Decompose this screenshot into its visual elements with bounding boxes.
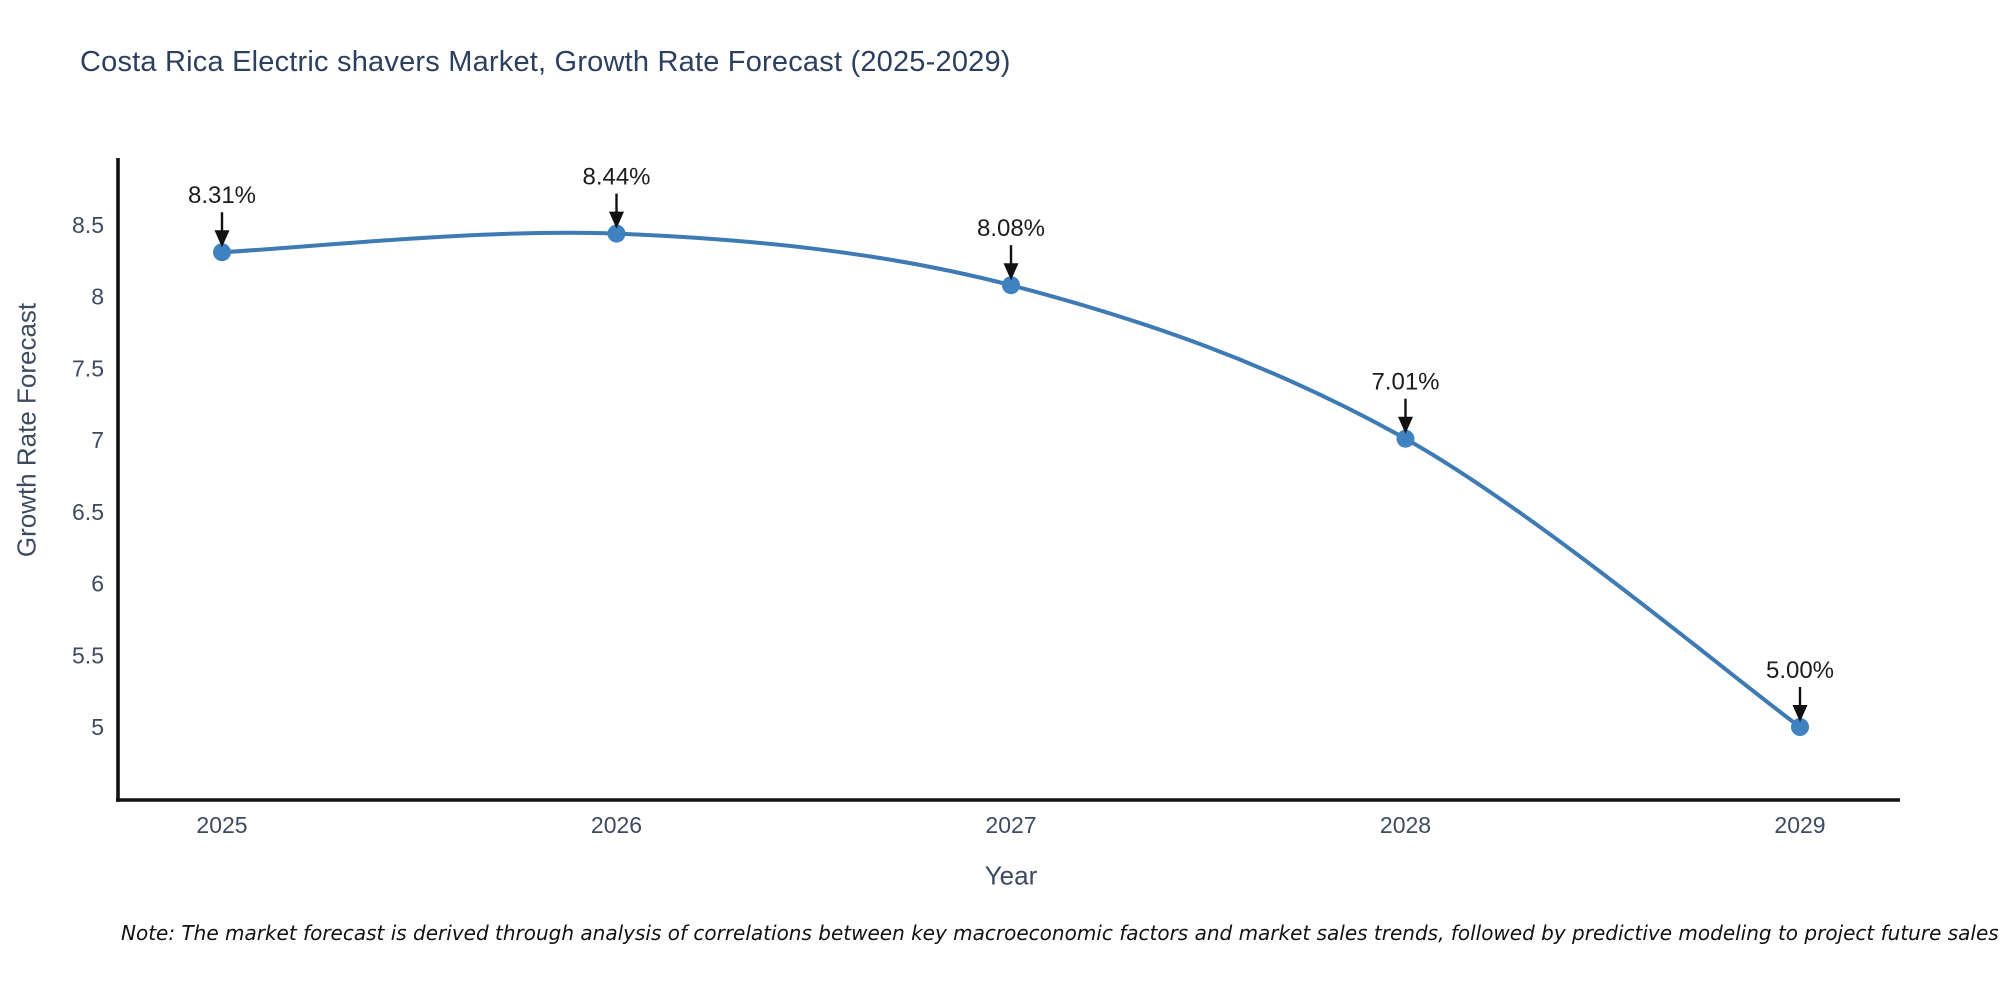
annotation-arrowhead-icon: [214, 230, 230, 248]
point-annotation-label: 8.31%: [188, 182, 256, 209]
series-line: [220, 230, 1802, 729]
point-annotation-label: 8.44%: [582, 164, 650, 191]
point-annotation-label: 7.01%: [1371, 369, 1439, 396]
x-tick-label: 2025: [196, 812, 247, 838]
x-tick-label: 2029: [1774, 812, 1825, 838]
x-tick-label: 2027: [985, 812, 1036, 838]
y-tick-label: 5: [91, 714, 104, 740]
y-tick-label: 6: [91, 571, 104, 597]
y-tick-label: 8: [91, 284, 104, 310]
point-annotation-label: 8.08%: [977, 215, 1045, 242]
x-axis-title: Year: [984, 860, 1038, 891]
data-point-marker: [213, 243, 231, 262]
y-tick-label: 7.5: [72, 355, 104, 381]
data-point-marker: [1396, 429, 1415, 448]
annotation-arrowhead-icon: [1792, 705, 1808, 722]
x-tick-label: 2026: [591, 812, 642, 838]
y-tick-label: 7: [91, 427, 104, 453]
y-tick-label: 5.5: [72, 642, 104, 668]
annotation-arrowhead-icon: [609, 211, 624, 229]
x-tick-label: 2028: [1380, 812, 1431, 838]
data-point-marker: [1791, 718, 1809, 736]
data-point-marker: [607, 224, 626, 243]
annotation-arrowhead-icon: [1003, 263, 1019, 281]
y-tick-label: 6.5: [72, 499, 104, 525]
footnote: Note: The market forecast is derived thr…: [121, 921, 1999, 945]
annotation-arrowhead-icon: [1398, 416, 1413, 434]
data-point-marker: [1002, 276, 1020, 295]
chart-title: Costa Rica Electric shavers Market, Grow…: [80, 46, 1011, 78]
point-annotation-label: 5.00%: [1766, 657, 1834, 684]
y-tick-label: 8.5: [72, 212, 104, 238]
